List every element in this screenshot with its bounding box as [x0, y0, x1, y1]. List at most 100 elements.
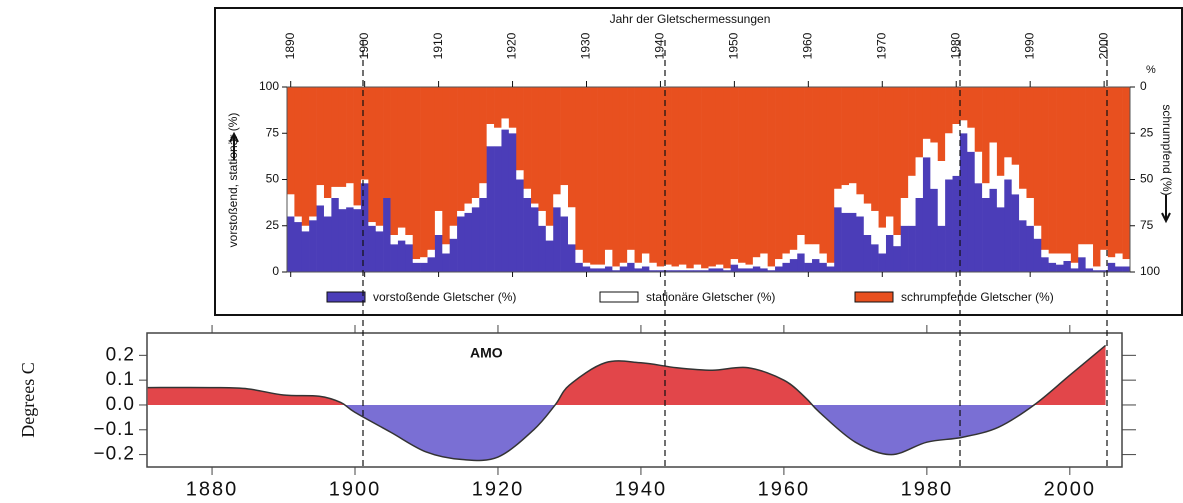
bar-segment — [360, 183, 369, 272]
bar-segment — [397, 87, 406, 228]
y-tick-label: −0.1 — [93, 419, 135, 440]
bar-segment — [627, 249, 635, 263]
bar-segment — [323, 87, 332, 198]
bar-segment — [708, 268, 717, 272]
bar-segment — [627, 262, 635, 272]
bar-segment — [841, 185, 850, 213]
bar-segment — [523, 198, 532, 272]
x-tick-label: 1940 — [653, 32, 667, 59]
bar-segment — [701, 87, 709, 269]
bar-segment — [568, 87, 576, 208]
bar-segment — [1048, 253, 1057, 263]
y-tick-label: 100 — [259, 79, 279, 93]
y2-tick-label: 100 — [1140, 264, 1160, 278]
bar-segment — [782, 253, 791, 263]
x-tick-label: 2000 — [1044, 478, 1097, 500]
bar-segment — [1026, 87, 1035, 198]
bar-segment — [560, 185, 569, 217]
bar-segment — [331, 186, 340, 198]
bar-segment — [945, 87, 953, 134]
bar-segment — [664, 87, 672, 265]
bar-segment — [597, 268, 606, 272]
bar-segment — [996, 207, 1005, 272]
bar-segment — [664, 264, 672, 271]
y2-unit: % — [1146, 64, 1156, 76]
bar-segment — [915, 198, 924, 272]
bar-segment — [360, 87, 369, 180]
bar-segment — [1033, 225, 1042, 239]
bar-segment — [390, 235, 399, 245]
bar-segment — [316, 185, 325, 206]
bar-segment — [797, 235, 805, 254]
y-tick-label: 0.0 — [106, 394, 135, 415]
bar-segment — [959, 87, 968, 121]
bar-segment — [649, 270, 658, 272]
bar-segment — [893, 235, 902, 247]
bar-segment — [671, 266, 680, 271]
bar-segment — [575, 262, 584, 272]
bar-segment — [797, 87, 805, 235]
bar-segment — [989, 142, 998, 189]
bar-segment — [738, 268, 746, 272]
bar-segment — [449, 87, 458, 226]
bar-segment — [922, 87, 931, 139]
bar-segment — [323, 198, 332, 217]
y2-tick-label: 75 — [1140, 218, 1154, 232]
bar-segment — [1056, 87, 1064, 254]
bar-segment — [309, 220, 317, 272]
bar-segment — [1122, 259, 1131, 267]
bar-segment — [775, 87, 783, 260]
bar-segment — [723, 270, 731, 272]
bar-segment — [1115, 266, 1123, 272]
bar-segment — [922, 157, 931, 272]
bar-segment — [826, 266, 835, 272]
bar-segment — [930, 188, 939, 272]
bar-segment — [427, 257, 436, 272]
bar-segment — [353, 205, 362, 210]
bar-segment — [346, 87, 354, 184]
bar-segment — [1041, 87, 1049, 250]
bar-segment — [420, 262, 428, 272]
bar-segment — [634, 87, 643, 263]
bar-segment — [1063, 253, 1072, 261]
bar-segment — [590, 264, 598, 269]
x-tick-label: 1930 — [579, 32, 593, 59]
bar-segment — [1070, 268, 1079, 272]
bar-segment — [316, 205, 325, 272]
legend-label: schrumpfende Gletscher (%) — [901, 290, 1054, 304]
bar-segment — [967, 127, 976, 152]
bar-segment — [656, 270, 665, 272]
bar-segment — [1004, 157, 1012, 180]
bar-segment — [331, 198, 340, 272]
bar-segment — [368, 222, 377, 226]
bar-segment — [627, 87, 635, 250]
x-tick-label: 1900 — [357, 32, 371, 59]
bar-segment — [701, 268, 709, 271]
bar-segment — [1011, 87, 1020, 165]
bar-segment — [294, 87, 303, 217]
bar-segment — [301, 231, 310, 272]
bar-segment — [1019, 188, 1027, 221]
bar-segment — [1100, 270, 1109, 272]
bar-segment — [545, 240, 554, 272]
bar-segment — [508, 127, 517, 134]
bar-segment — [767, 87, 776, 267]
bar-segment — [619, 262, 628, 267]
bar-segment — [1011, 164, 1020, 195]
bar-segment — [464, 87, 473, 204]
bar-segment — [937, 225, 946, 272]
x-tick-label: 1960 — [758, 478, 811, 500]
bar-segment — [812, 244, 820, 260]
x-tick-label: 1910 — [431, 32, 445, 59]
bar-segment — [760, 253, 768, 269]
bar-segment — [287, 87, 295, 195]
bar-segment — [301, 225, 310, 232]
bar-segment — [553, 207, 561, 272]
bar-segment — [331, 87, 340, 187]
bar-segment — [486, 87, 495, 124]
bar-segment — [908, 175, 916, 226]
bar-segment — [952, 124, 961, 176]
bar-segment — [922, 138, 931, 158]
bar-segment — [893, 87, 902, 235]
bar-segment — [375, 231, 384, 272]
